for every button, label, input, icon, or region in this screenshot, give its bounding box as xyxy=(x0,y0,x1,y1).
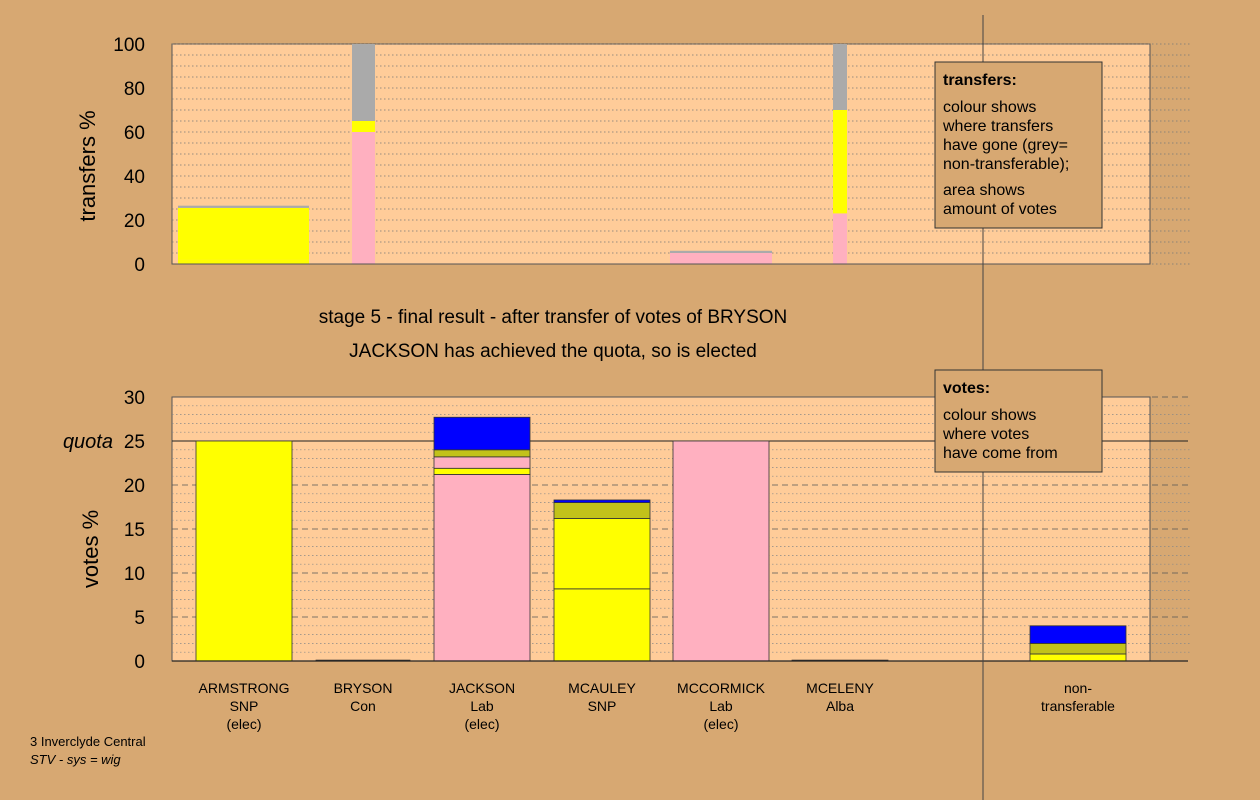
votes-bar-mcauley xyxy=(553,518,651,590)
transfers-bar-bryson xyxy=(352,132,375,264)
transfers-legend-title: transfers: xyxy=(943,72,1017,89)
votes-bar-non-transferable xyxy=(1029,643,1127,655)
transfers-bar-bryson xyxy=(352,44,375,121)
transfers-bar-armstrong xyxy=(178,205,309,208)
votes-legend-box xyxy=(934,369,1103,473)
candidate-label: SNP xyxy=(588,698,617,714)
candidate-label: MCAULEY xyxy=(568,680,636,696)
votes-bar-mcauley xyxy=(553,502,651,519)
votes-y-tick-label: 0 xyxy=(134,652,145,673)
transfers-legend-text: area shows xyxy=(943,182,1025,199)
candidate-label: Lab xyxy=(709,698,733,714)
votes-chart: 0 5 10 15 20 25 30 votes % quota ARMSTRONG SNP (ele… xyxy=(63,388,1190,732)
votes-legend-title: votes: xyxy=(943,380,990,397)
transfers-legend-text: amount of votes xyxy=(943,201,1057,218)
transfers-y-tick-label: 100 xyxy=(113,35,145,56)
legends: transfers: colour shows where transfers hav… xyxy=(934,61,1103,473)
transfers-bar-bryson xyxy=(352,121,375,132)
footer-system: STV - sys = wig xyxy=(30,752,121,767)
votes-bar-non-transferable xyxy=(1029,625,1127,644)
candidate-label: non- xyxy=(1064,680,1092,696)
votes-y-tick-label: 25 xyxy=(124,432,145,453)
transfers-legend-text: colour shows xyxy=(943,99,1036,116)
candidate-label: transferable xyxy=(1041,698,1115,714)
transfers-legend-box xyxy=(934,61,1103,229)
stage-title: stage 5 - final result - after transfer … xyxy=(319,307,788,328)
votes-bar-armstrong xyxy=(195,440,293,662)
votes-bar-mccormick xyxy=(672,440,770,662)
transfers-y-tick-label: 40 xyxy=(124,167,145,188)
votes-y-tick-label: 10 xyxy=(124,564,145,585)
candidate-label: BRYSON xyxy=(334,680,393,696)
transfers-legend-text: have gone (grey= xyxy=(943,137,1068,154)
votes-y-tick-label: 20 xyxy=(124,476,145,497)
transfers-bar-mceleny xyxy=(833,110,847,214)
candidate-label: (elec) xyxy=(226,716,261,732)
votes-y-axis-label: votes % xyxy=(78,510,103,588)
votes-bar-jackson xyxy=(433,474,531,662)
candidate-label: ARMSTRONG xyxy=(199,680,290,696)
votes-y-tick-label: 30 xyxy=(124,388,145,409)
footer-constituency: 3 Inverclyde Central xyxy=(30,734,146,749)
transfers-y-tick-label: 60 xyxy=(124,123,145,144)
transfers-bar-mceleny xyxy=(833,44,847,110)
quota-label: quota xyxy=(63,431,113,453)
transfers-y-tick-label: 20 xyxy=(124,211,145,232)
candidate-label: JACKSON xyxy=(449,680,515,696)
votes-bar-jackson xyxy=(433,449,531,458)
transfers-y-axis-label: transfers % xyxy=(75,110,100,221)
transfers-legend-text: where transfers xyxy=(942,118,1053,135)
votes-legend-text: have come from xyxy=(943,445,1058,462)
transfers-bar-mccormick xyxy=(670,250,772,253)
transfers-bar-armstrong xyxy=(178,259,309,264)
votes-bar-jackson xyxy=(433,456,531,469)
candidate-label: (elec) xyxy=(703,716,738,732)
votes-y-tick-label: 15 xyxy=(124,520,145,541)
votes-legend-text: colour shows xyxy=(943,407,1036,424)
votes-legend-text: where votes xyxy=(942,426,1029,443)
candidate-label: MCCORMICK xyxy=(677,680,766,696)
candidate-label: Lab xyxy=(470,698,494,714)
candidate-label: MCELENY xyxy=(806,680,874,696)
candidate-label: Alba xyxy=(826,698,854,714)
transfers-legend-text: non-transferable); xyxy=(943,156,1069,173)
candidate-label: SNP xyxy=(230,698,259,714)
transfers-bar-armstrong xyxy=(178,207,309,260)
transfers-bar-mceleny xyxy=(833,213,847,264)
transfers-bar-mccormick xyxy=(670,253,772,264)
votes-bar-mcauley xyxy=(553,499,651,503)
transfers-y-tick-label: 0 xyxy=(134,255,145,276)
votes-bar-mcauley xyxy=(553,588,651,662)
votes-bar-non-transferable xyxy=(1029,653,1127,662)
votes-bar-jackson xyxy=(433,416,531,451)
stage-subtitle: JACKSON has achieved the quota, so is el… xyxy=(349,341,757,362)
transfers-y-tick-label: 80 xyxy=(124,79,145,100)
votes-bar-jackson xyxy=(433,467,531,475)
votes-y-tick-label: 5 xyxy=(134,608,145,629)
candidate-label: Con xyxy=(350,698,376,714)
candidate-label: (elec) xyxy=(464,716,499,732)
